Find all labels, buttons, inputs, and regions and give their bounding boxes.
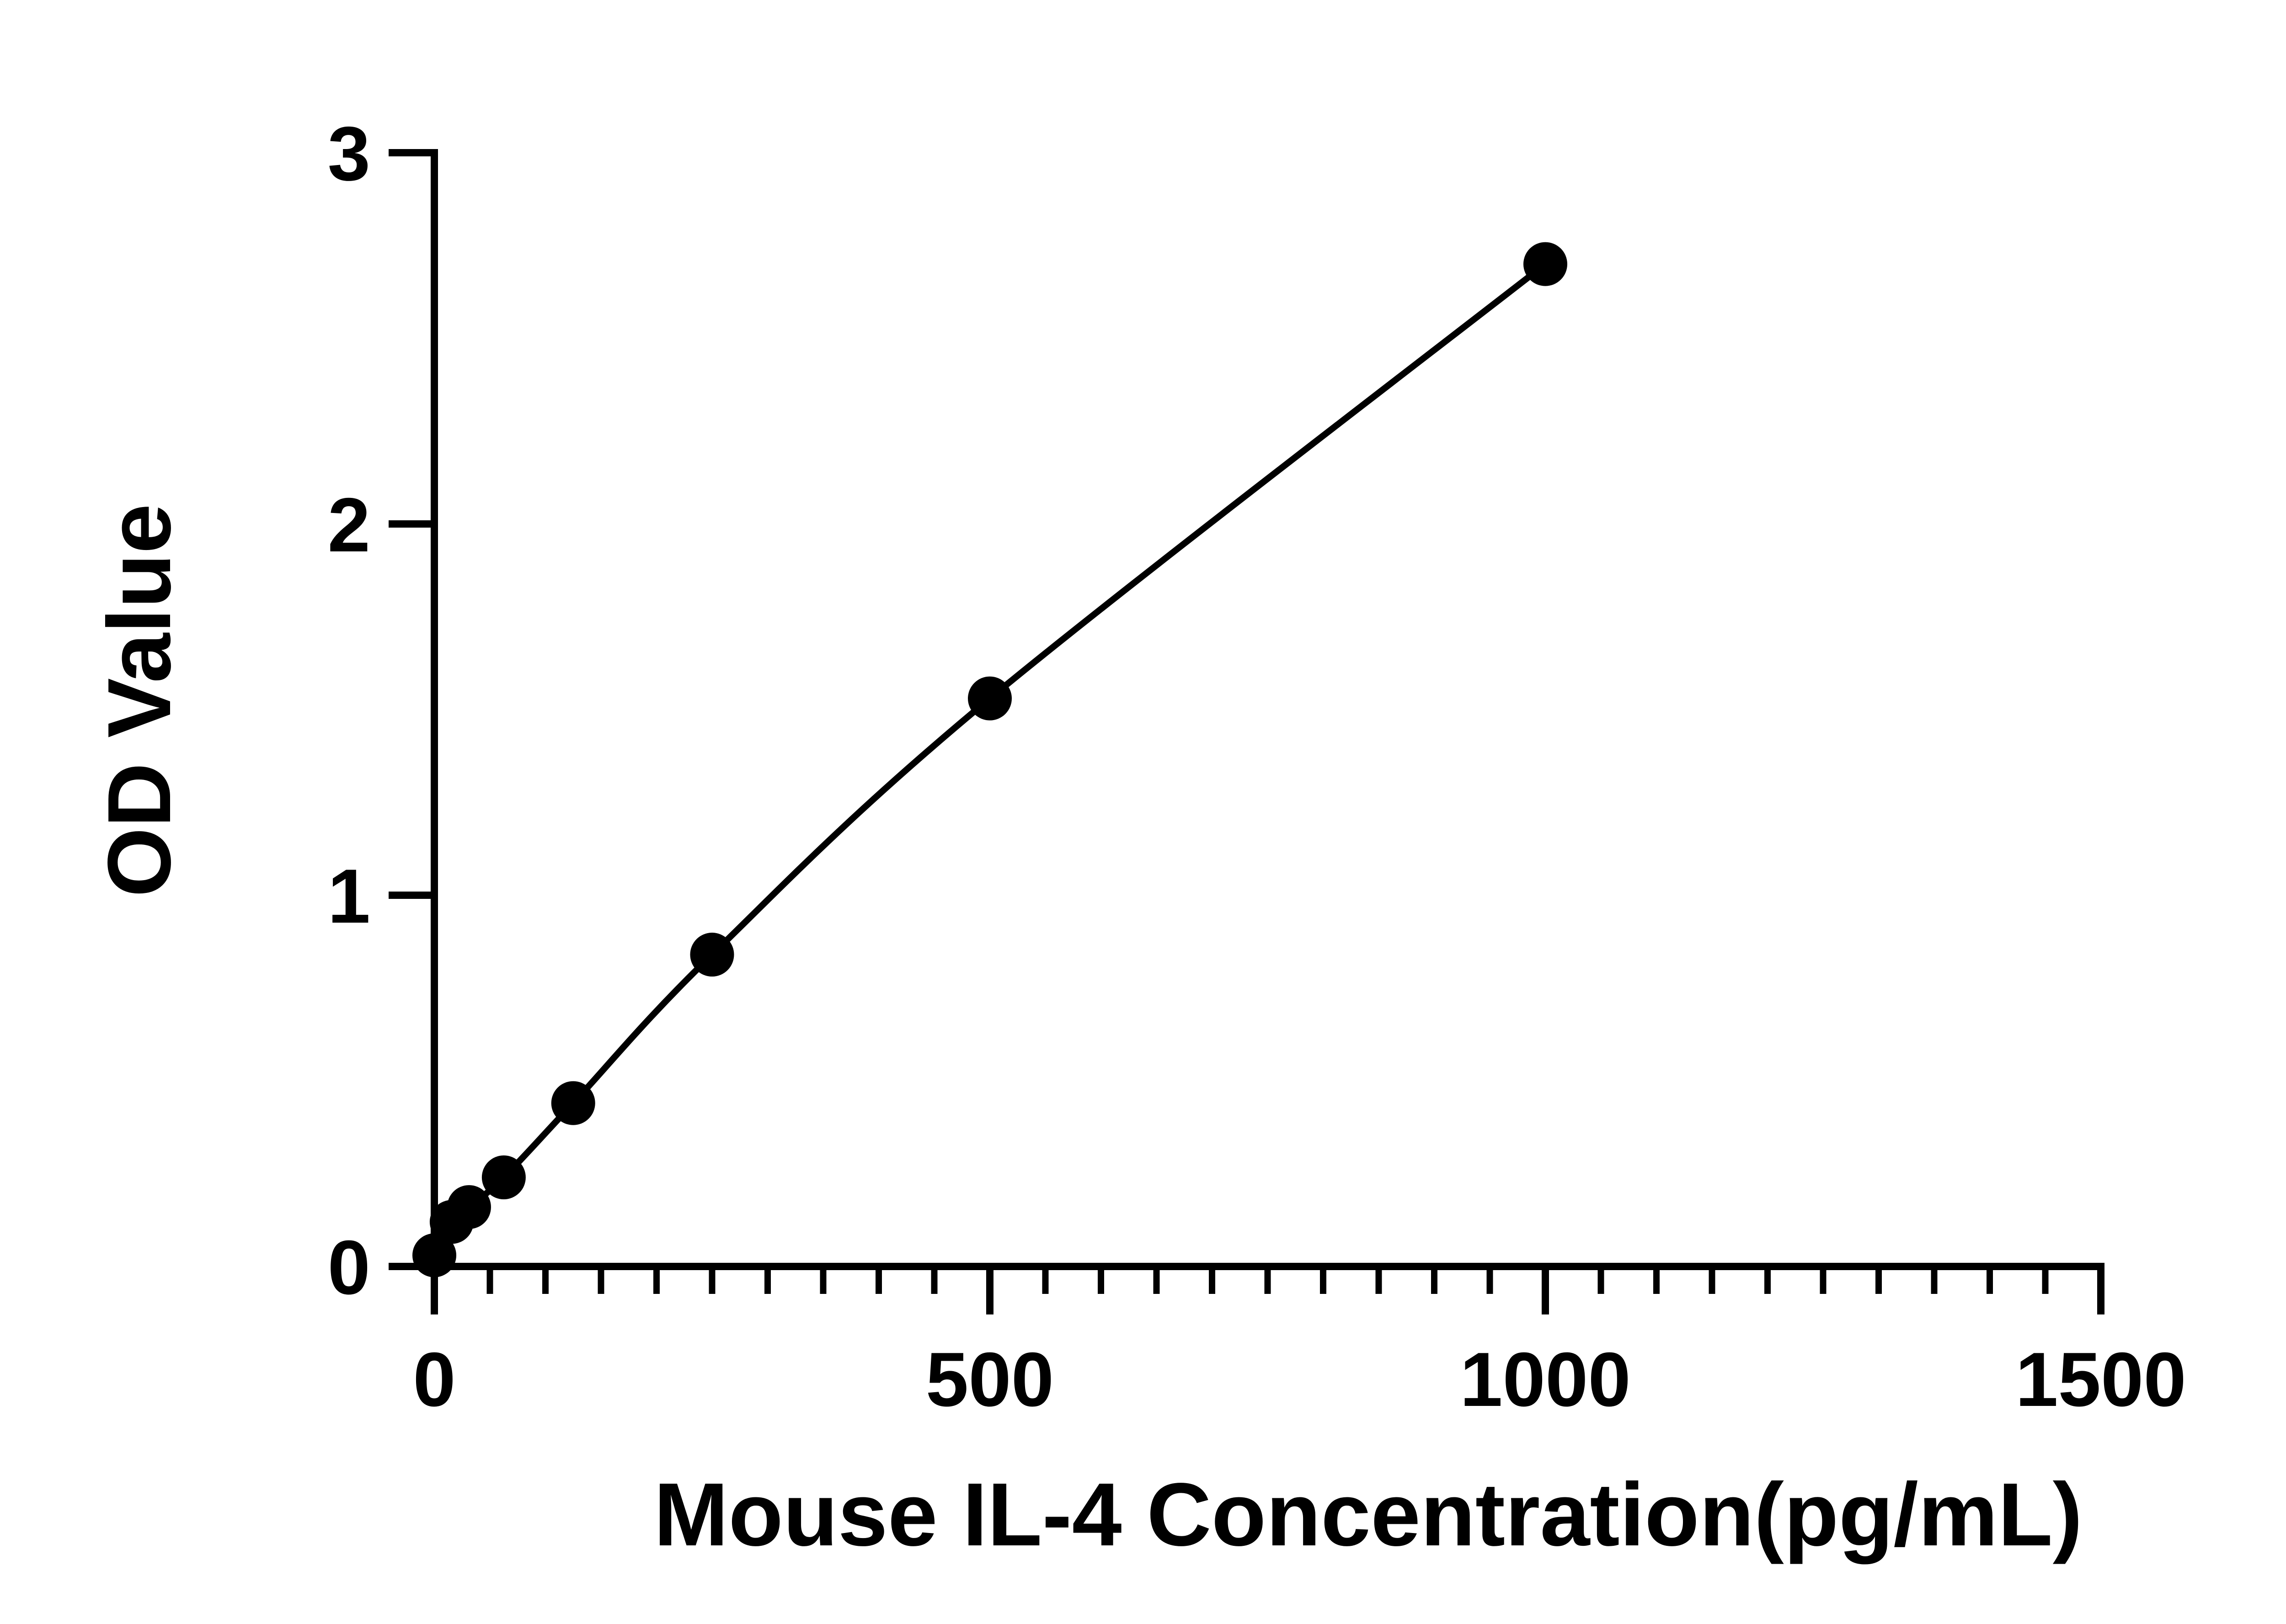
data-point: [968, 676, 1012, 721]
y-tick-label: 2: [328, 482, 370, 568]
y-tick-label: 3: [328, 111, 370, 197]
data-point: [690, 932, 734, 977]
axes: [431, 149, 2104, 1270]
data-point: [447, 1185, 491, 1229]
fit-curve-group: [431, 262, 1548, 1257]
data-point: [551, 1081, 595, 1125]
y-tick-label: 1: [328, 853, 370, 939]
y-tick-label: 0: [328, 1224, 370, 1310]
data-points: [412, 242, 1567, 1277]
y-ticks: 0 1 2 3: [328, 111, 434, 1310]
fit-curve: [431, 262, 1548, 1257]
x-tick-label: 1500: [2015, 1336, 2186, 1422]
x-axis-title: Mouse IL-4 Concentration(pg/mL): [654, 1464, 2083, 1565]
data-point: [481, 1155, 526, 1200]
y-axis-title: OD Value: [89, 504, 189, 897]
data-point: [1523, 242, 1567, 286]
x-ticks: 0 500 1000 1500: [413, 1266, 2186, 1422]
x-tick-label: 0: [413, 1336, 455, 1422]
x-tick-label: 1000: [1460, 1336, 1631, 1422]
x-tick-label: 500: [926, 1336, 1054, 1422]
data-point: [412, 1233, 456, 1277]
